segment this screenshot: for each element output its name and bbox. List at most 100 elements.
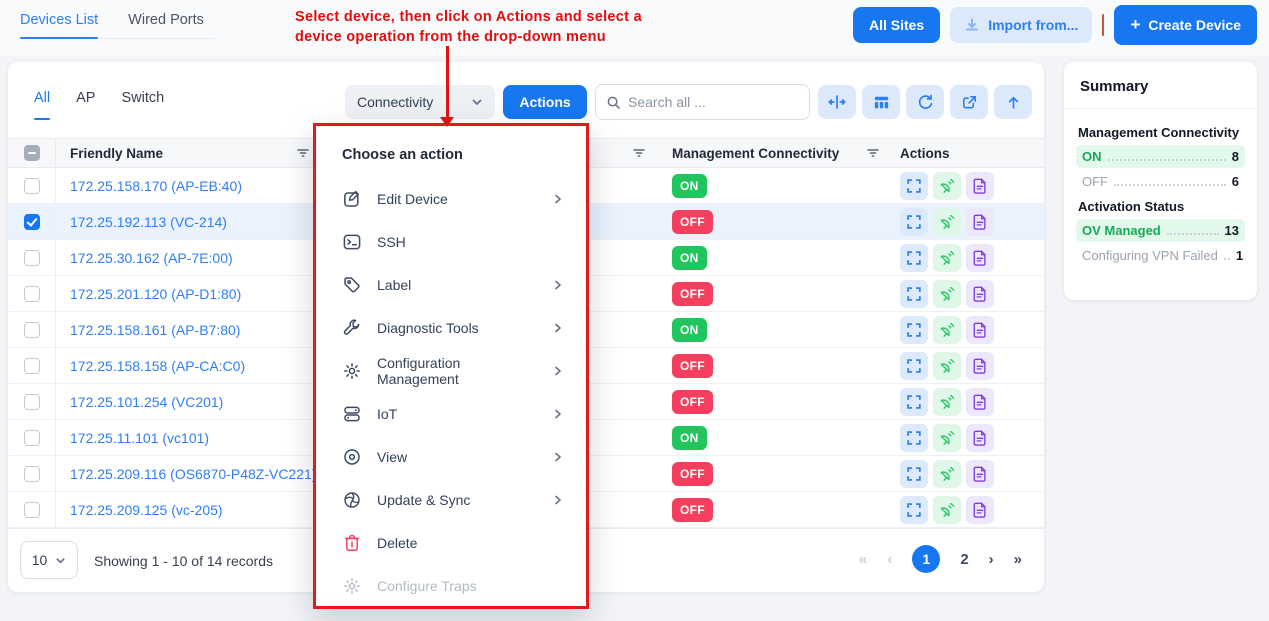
- menu-item-diagnostic-tools[interactable]: Diagnostic Tools: [316, 306, 586, 349]
- filter-icon-management-connectivity[interactable]: [866, 146, 880, 160]
- pagination-next-button[interactable]: ›: [988, 550, 994, 568]
- device-notes-button[interactable]: [966, 387, 994, 416]
- expand-device-button[interactable]: [900, 351, 928, 380]
- device-notes-button[interactable]: [966, 423, 994, 452]
- connectivity-badge: ON: [672, 173, 707, 198]
- pagination-page-2[interactable]: 2: [960, 550, 969, 568]
- device-notes-button[interactable]: [966, 207, 994, 236]
- device-name-link[interactable]: 172.25.192.113 (VC-214): [70, 213, 227, 230]
- columns-button[interactable]: [862, 85, 900, 119]
- table-icon-buttons: [818, 85, 1032, 119]
- poll-device-button[interactable]: [933, 279, 961, 308]
- poll-device-button[interactable]: [933, 423, 961, 452]
- row-checkbox[interactable]: [23, 213, 40, 230]
- row-checkbox[interactable]: [23, 465, 40, 482]
- fit-columns-button[interactable]: [818, 85, 856, 119]
- expand-device-button[interactable]: [900, 207, 928, 236]
- device-name-link[interactable]: 172.25.158.170 (AP-EB:40): [70, 177, 243, 194]
- filter-icon-hidden-column[interactable]: [632, 146, 646, 160]
- menu-item-edit-device[interactable]: Edit Device: [316, 177, 586, 220]
- label-tag-icon: [342, 275, 362, 295]
- expand-device-button[interactable]: [900, 243, 928, 272]
- row-checkbox[interactable]: [23, 501, 40, 518]
- search-input[interactable]: [628, 94, 788, 110]
- pagination-page-1[interactable]: 1: [912, 545, 941, 573]
- device-name-link[interactable]: 172.25.209.116 (OS6870-P48Z-VC221): [70, 465, 317, 482]
- poll-device-button[interactable]: [933, 243, 961, 272]
- document-icon: [971, 501, 989, 519]
- expand-device-button[interactable]: [900, 279, 928, 308]
- device-notes-button[interactable]: [966, 171, 994, 200]
- row-checkbox[interactable]: [23, 357, 40, 374]
- row-checkbox[interactable]: [23, 393, 40, 410]
- create-device-button[interactable]: + Create Device: [1114, 5, 1257, 45]
- poll-device-button[interactable]: [933, 315, 961, 344]
- menu-item-iot[interactable]: IoT: [316, 392, 586, 435]
- ssh-terminal-icon: [342, 232, 362, 252]
- expand-device-button[interactable]: [900, 315, 928, 344]
- menu-item-label: Label: [377, 276, 412, 293]
- device-notes-button[interactable]: [966, 459, 994, 488]
- dotted-leader: [1107, 159, 1226, 161]
- menu-item-view[interactable]: View: [316, 435, 586, 478]
- expand-device-button[interactable]: [900, 423, 928, 452]
- menu-item-configure-traps: Configure Traps: [316, 564, 586, 607]
- poll-device-button[interactable]: [933, 387, 961, 416]
- upload-button[interactable]: [994, 85, 1032, 119]
- row-checkbox[interactable]: [23, 321, 40, 338]
- menu-item-delete[interactable]: Delete: [316, 521, 586, 564]
- poll-device-button[interactable]: [933, 459, 961, 488]
- menu-item-configuration-management[interactable]: Configuration Management: [316, 349, 586, 392]
- summary-panel: Summary Management Connectivity ON 8 OFF 6 Ac…: [1064, 62, 1257, 300]
- poll-device-button[interactable]: [933, 171, 961, 200]
- menu-item-update-sync[interactable]: Update & Sync: [316, 478, 586, 521]
- select-all-checkbox[interactable]: [23, 145, 40, 161]
- device-name-link[interactable]: 172.25.11.101 (vc101): [70, 429, 210, 446]
- actions-button[interactable]: Actions: [503, 85, 587, 119]
- expand-device-button[interactable]: [900, 171, 928, 200]
- summary-stat-configuring-vpn-failed: Configuring VPN Failed 1: [1082, 248, 1244, 263]
- row-checkbox[interactable]: [23, 285, 40, 302]
- menu-item-ssh[interactable]: SSH: [316, 220, 586, 263]
- connectivity-filter-dropdown[interactable]: Connectivity: [345, 85, 495, 119]
- row-checkbox[interactable]: [23, 249, 40, 266]
- page-size-dropdown[interactable]: 10: [20, 541, 78, 579]
- menu-item-label[interactable]: Label: [316, 263, 586, 306]
- expand-device-button[interactable]: [900, 495, 928, 524]
- device-name-link[interactable]: 172.25.158.161 (AP-B7:80): [70, 321, 241, 338]
- poll-device-button[interactable]: [933, 207, 961, 236]
- tab-switch[interactable]: Switch: [121, 90, 165, 106]
- iot-devices-icon: [342, 404, 362, 424]
- tab-devices-list[interactable]: Devices List: [20, 12, 99, 39]
- device-name-link[interactable]: 172.25.101.254 (VC201): [70, 393, 224, 410]
- device-notes-button[interactable]: [966, 243, 994, 272]
- pagination-last-button[interactable]: »: [1013, 550, 1022, 568]
- device-name-link[interactable]: 172.25.158.158 (AP-CA:C0): [70, 357, 246, 374]
- column-actions: Actions: [900, 145, 950, 161]
- poll-device-button[interactable]: [933, 351, 961, 380]
- device-notes-button[interactable]: [966, 315, 994, 344]
- device-notes-button[interactable]: [966, 279, 994, 308]
- device-notes-button[interactable]: [966, 351, 994, 380]
- expand-device-button[interactable]: [900, 387, 928, 416]
- expand-device-button[interactable]: [900, 459, 928, 488]
- open-external-button[interactable]: [950, 85, 988, 119]
- row-checkbox[interactable]: [23, 429, 40, 446]
- import-from-button[interactable]: Import from...: [950, 7, 1093, 43]
- expand-icon: [905, 249, 923, 267]
- tab-ap[interactable]: AP: [76, 90, 96, 106]
- poll-device-button[interactable]: [933, 495, 961, 524]
- device-name-link[interactable]: 172.25.201.120 (AP-D1:80): [70, 285, 242, 302]
- all-sites-button[interactable]: All Sites: [852, 7, 941, 43]
- pagination: « ‹ 1 2 › »: [859, 545, 1022, 573]
- row-checkbox[interactable]: [23, 177, 40, 194]
- plus-icon: +: [1130, 15, 1141, 34]
- device-name-link[interactable]: 172.25.30.162 (AP-7E:00): [70, 249, 233, 266]
- device-name-link[interactable]: 172.25.209.125 (vc-205): [70, 501, 223, 518]
- tab-all[interactable]: All: [34, 90, 51, 120]
- chevron-right-icon: [552, 322, 564, 334]
- tab-wired-ports[interactable]: Wired Ports: [128, 12, 204, 28]
- filter-icon-friendly-name[interactable]: [296, 146, 310, 160]
- device-notes-button[interactable]: [966, 495, 994, 524]
- refresh-button[interactable]: [906, 85, 944, 119]
